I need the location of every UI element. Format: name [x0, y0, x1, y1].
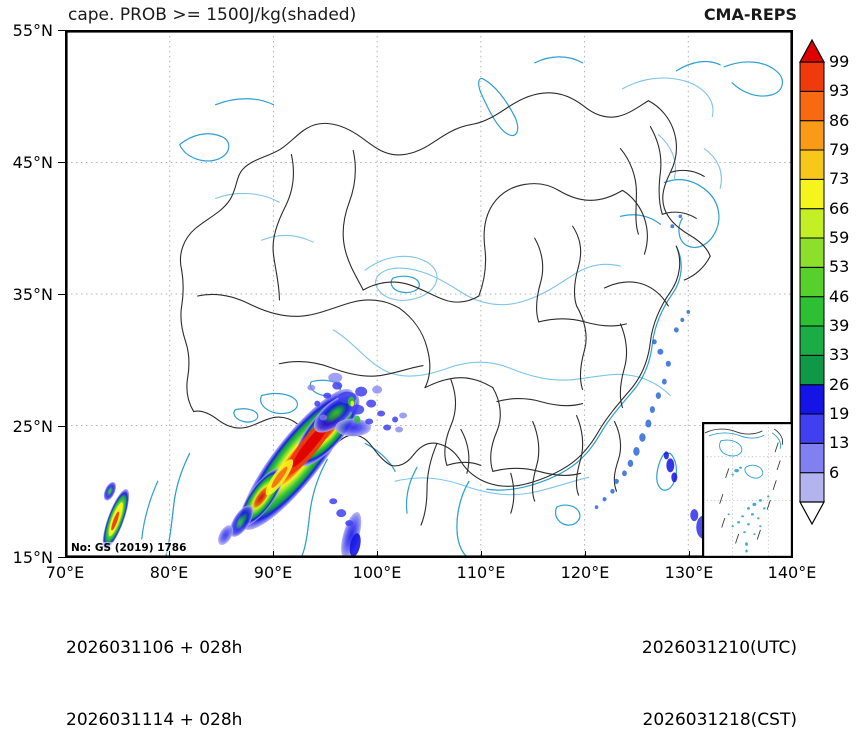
colorbar-canvas: [798, 38, 826, 526]
y-tick-label: 35°N: [12, 285, 53, 304]
colorbar-swatch: [799, 90, 825, 122]
colorbar-tick-label: 66: [829, 198, 850, 218]
probability-shading: [102, 214, 731, 557]
x-tick-mark: [689, 551, 691, 558]
colorbar-tick-label: 39: [829, 316, 850, 335]
x-tick-mark: [585, 551, 587, 558]
y-tick-mark: [58, 162, 65, 164]
x-tick-label: 80°E: [149, 563, 189, 582]
colorbar-swatch: [799, 325, 825, 356]
map-rivers: [215, 77, 722, 496]
x-tick-label: 140°E: [767, 563, 817, 582]
y-tick-mark: [58, 557, 65, 559]
x-tick-label: 130°E: [664, 563, 714, 582]
y-tick-label: 55°N: [12, 21, 53, 40]
x-tick-label: 120°E: [560, 563, 610, 582]
y-tick-mark: [58, 294, 65, 296]
colorbar-tick-label: 93: [829, 81, 850, 101]
colorbar-tick-label: 53: [829, 257, 850, 277]
colorbar-swatch: [799, 442, 825, 474]
colorbar-swatch: [799, 413, 825, 444]
y-tick-label: 45°N: [12, 153, 53, 172]
colorbar[interactable]: [798, 38, 826, 526]
footer-valid-time-utc: 2026031210(UTC): [641, 638, 797, 658]
colorbar-tick-label: 6: [829, 462, 840, 482]
colorbar-swatch: [799, 296, 825, 327]
south-china-sea-inset-map[interactable]: [702, 422, 792, 557]
x-tick-label: 110°E: [456, 563, 506, 582]
colorbar-swatch: [799, 237, 825, 268]
x-tick-mark: [273, 551, 275, 558]
colorbar-swatch: [799, 354, 825, 386]
colorbar-tick-label: 33: [829, 345, 850, 365]
colorbar-tick-label: 13: [829, 433, 850, 453]
footer-right: 2026031210(UTC) 2026031218(CST): [642, 588, 797, 756]
colorbar-swatch: [799, 384, 825, 415]
footer-init-time-cst: 2026031114 + 028h: [66, 710, 243, 730]
colorbar-tick-label: 86: [829, 110, 850, 130]
inset-canvas: [703, 423, 792, 557]
speckle-taiwan: [663, 451, 678, 483]
x-tick-mark: [481, 551, 483, 558]
colorbar-tick-label: 19: [829, 404, 850, 423]
map-plot-area[interactable]: No: GS (2019) 1786: [65, 30, 793, 558]
colorbar-swatch: [799, 120, 825, 151]
page-title: cape. PROB >= 1500J/kg(shaded): [68, 5, 357, 25]
colorbar-over-arrow: [798, 38, 826, 63]
colorbar-swatch: [799, 472, 825, 503]
footer-valid-time-cst: 2026031218(CST): [642, 710, 797, 730]
x-tick-mark: [792, 551, 794, 558]
x-tick-label: 100°E: [352, 563, 402, 582]
x-tick-label: 70°E: [45, 563, 85, 582]
x-tick-label: 90°E: [253, 563, 293, 582]
colorbar-swatches: [799, 61, 825, 503]
colorbar-swatch: [799, 178, 825, 210]
footer-left: 2026031106 + 028h 2026031114 + 028h: [66, 588, 242, 756]
x-tick-mark: [65, 551, 67, 558]
colorbar-swatch: [799, 208, 825, 239]
colorbar-tick-label: 73: [829, 169, 850, 189]
map-province-borders: [179, 92, 711, 526]
speckle-indochina: [329, 498, 354, 527]
map-coastline: [141, 56, 783, 557]
y-tick-mark: [58, 426, 65, 428]
colorbar-tick-label: 79: [829, 140, 850, 159]
colorbar-swatch: [799, 61, 825, 92]
y-tick-label: 15°N: [12, 548, 53, 567]
speckle-tibet-ne-light: [307, 372, 408, 433]
y-tick-label: 25°N: [12, 417, 53, 436]
colorbar-under-arrow: [798, 501, 826, 526]
x-tick-mark: [169, 551, 171, 558]
colorbar-swatch: [799, 266, 825, 298]
speckle-yellow-core: [350, 400, 355, 407]
colorbar-swatch: [799, 149, 825, 180]
map-approval-number: No: GS (2019) 1786: [70, 542, 188, 554]
y-tick-mark: [58, 30, 65, 32]
colorbar-tick-label: 59: [829, 228, 850, 247]
x-tick-mark: [377, 551, 379, 558]
colorbar-tick-label: 26: [829, 374, 850, 394]
map-canvas: [66, 31, 792, 557]
model-label: CMA-REPS: [703, 5, 797, 24]
colorbar-tick-label: 99: [829, 52, 850, 71]
footer-init-time-utc: 2026031106 + 028h: [66, 638, 243, 658]
speckle-se-china: [594, 214, 691, 510]
colorbar-tick-label: 46: [829, 286, 850, 306]
